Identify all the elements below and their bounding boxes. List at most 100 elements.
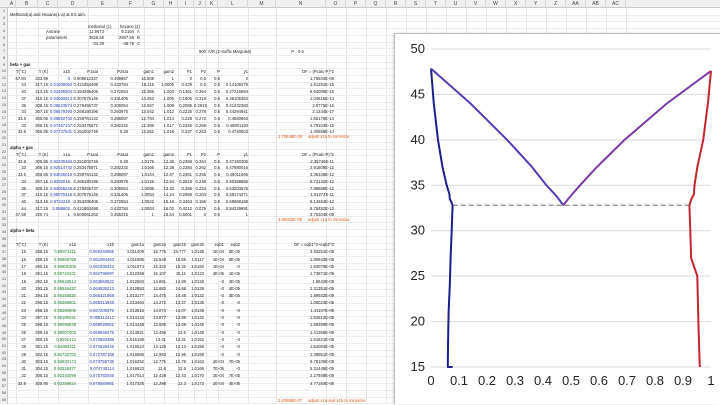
table-cell[interactable]: 1.012268 <box>126 271 144 277</box>
table-cell[interactable]: 0.95075418 <box>50 192 73 198</box>
table-cell[interactable]: 15.775 <box>153 249 166 255</box>
table-cell[interactable]: 33.5 <box>17 115 26 121</box>
table-cell[interactable]: 0.079 <box>195 205 206 211</box>
table-cell[interactable]: 14.272 <box>153 300 166 306</box>
row-header[interactable]: 18 <box>1 121 7 127</box>
column-header[interactable]: Y <box>526 0 546 8</box>
table-cell[interactable]: 1.014 <box>163 115 174 121</box>
table-cell[interactable]: 1.015886 <box>126 351 144 357</box>
table-cell[interactable]: 0.5001 <box>179 212 192 218</box>
table-cell[interactable]: 1.0004 <box>141 205 154 211</box>
table-cell[interactable]: 1.0005 <box>161 82 174 88</box>
table-cell[interactable]: 0.306054 <box>110 185 128 191</box>
row-header[interactable]: 28 <box>1 188 7 194</box>
table-cell[interactable]: 308.15 <box>35 185 48 191</box>
column-header[interactable]: R <box>386 0 406 8</box>
column-header[interactable]: G <box>144 0 164 8</box>
table-cell[interactable]: 0.93036018 <box>50 172 73 178</box>
table-cell[interactable]: 1.0156 <box>191 344 204 350</box>
table-cell[interactable]: 0.47680016 <box>225 165 248 171</box>
table-cell[interactable]: 0.4740503 <box>228 129 248 135</box>
row-header[interactable]: 14 <box>1 95 7 101</box>
table-cell[interactable]: 32.8 <box>17 380 26 386</box>
column-header[interactable]: V <box>466 0 486 8</box>
table-cell[interactable]: 1E-04 <box>212 256 224 262</box>
table-cell[interactable]: 0.248 <box>195 178 206 184</box>
methanol-header[interactable]: methanol (1) <box>88 24 112 29</box>
table-cell[interactable]: -0 <box>236 351 240 357</box>
table-header-cell[interactable]: x1b <box>63 69 70 74</box>
table-cell[interactable]: 40 <box>21 198 26 204</box>
table-cell[interactable]: 1.0148 <box>191 329 204 335</box>
table-cell[interactable]: -0 <box>236 307 240 313</box>
table-cell[interactable]: 310.15 <box>35 95 48 101</box>
table-cell[interactable]: 0.499867 <box>110 75 128 81</box>
table-cell[interactable]: 1.0117 <box>191 256 205 262</box>
phase-diagram-chart[interactable]: 15 20 25 30 35 40 45 50 0 0.1 0.2 0.3 0.4 0.5 0.6 0.7 0.… <box>394 33 720 404</box>
table-cell[interactable]: -0 <box>220 307 224 313</box>
table-cell[interactable]: 0.074746114 <box>89 366 114 372</box>
table-cell[interactable]: 0 <box>189 75 192 81</box>
table-cell[interactable]: 14.073 <box>153 307 166 313</box>
table-cell[interactable]: 0.071829445 <box>89 344 114 350</box>
row-header[interactable]: 51 <box>1 343 7 348</box>
table-cell[interactable]: 3E-05 <box>228 293 240 299</box>
row-header[interactable]: 10 <box>1 68 7 74</box>
table-cell[interactable]: 0.278 <box>195 109 206 115</box>
table-cell[interactable]: 14.891 <box>153 278 166 284</box>
worksheet-grid[interactable]: Methanol(a) and Hexane(1-a) at 0.5 atm. … <box>8 8 720 404</box>
row-header[interactable]: 20 <box>1 135 7 141</box>
table-cell[interactable]: 0.293976 <box>110 178 128 184</box>
table-header-cell[interactable]: OF = (Pcalc-P)^2 <box>301 152 334 157</box>
table-cell[interactable]: 0.5 <box>214 122 220 128</box>
column-header[interactable]: Z <box>546 0 566 8</box>
row-header[interactable]: 16 <box>1 108 7 114</box>
table-cell[interactable]: 12.94 <box>163 178 174 184</box>
table-cell[interactable]: 12.794 <box>141 115 154 121</box>
row-header[interactable]: 13 <box>1 88 7 94</box>
table-header-cell[interactable]: P2sat <box>117 152 128 157</box>
table-cell[interactable]: 1.99932E-09 <box>310 293 334 299</box>
table-cell[interactable]: 0.073759736 <box>89 358 114 364</box>
table-cell[interactable]: 0.5 <box>214 178 220 184</box>
table-cell[interactable]: 1.06024E-08 <box>310 300 334 306</box>
table-cell[interactable]: 37 <box>21 95 26 101</box>
table-cell[interactable]: 0.5 <box>214 185 220 191</box>
table-cell[interactable]: 1.0146 <box>191 249 204 255</box>
table-cell[interactable]: 306.15 <box>35 165 48 171</box>
table-cell[interactable]: 288.15 <box>35 249 48 255</box>
table-cell[interactable]: 294.15 <box>35 293 48 299</box>
table-cell[interactable]: 0.92330484 <box>50 158 73 164</box>
table-cell[interactable]: 1.0022 <box>141 198 154 204</box>
row-header[interactable]: 57 <box>1 383 7 389</box>
table-cell[interactable]: 0.1805 <box>179 95 192 101</box>
table-cell[interactable]: 0.2519 <box>179 178 192 184</box>
table-cell[interactable]: 1.0150 <box>191 263 204 269</box>
table-cell[interactable]: -0 <box>236 344 240 350</box>
table-cell[interactable]: 0.41232383 <box>225 102 248 108</box>
table-cell[interactable]: 33 <box>21 165 26 171</box>
table-cell[interactable]: 307.15 <box>35 178 48 184</box>
table-cell[interactable]: -0 <box>220 351 224 357</box>
table-cell[interactable]: 1.0054 <box>141 192 154 198</box>
table-cell[interactable]: 4E-05 <box>212 271 224 277</box>
table-cell[interactable]: 1.73871E-09 <box>310 271 334 277</box>
table-cell[interactable]: 0.354295406 <box>73 89 98 95</box>
table-cell[interactable]: 13.13 <box>175 344 186 350</box>
table-cell[interactable]: 12.43 <box>175 373 186 379</box>
table-cell[interactable]: 20 <box>21 285 26 291</box>
table-cell[interactable]: 0.307575146 <box>73 95 98 101</box>
table-header-cell[interactable]: gam2 <box>163 69 174 74</box>
table-cell[interactable]: 1.0170 <box>191 373 204 379</box>
table-cell[interactable]: 0.266 <box>181 185 192 191</box>
table-cell[interactable]: 1.0135 <box>191 300 204 306</box>
table-cell[interactable]: 0.9392018 <box>50 178 70 184</box>
table-cell[interactable]: -0 <box>220 315 224 320</box>
column-header[interactable]: E <box>88 0 118 8</box>
table-cell[interactable]: 1.01274E-11 <box>310 192 334 198</box>
column-header[interactable]: W <box>486 0 506 8</box>
table-cell[interactable]: 0.364 <box>195 89 206 95</box>
table-cell[interactable]: 7E-05 <box>228 373 240 379</box>
table-cell[interactable]: 0.95190341 <box>53 315 76 320</box>
table-cell[interactable]: 0.2345 <box>179 122 192 128</box>
